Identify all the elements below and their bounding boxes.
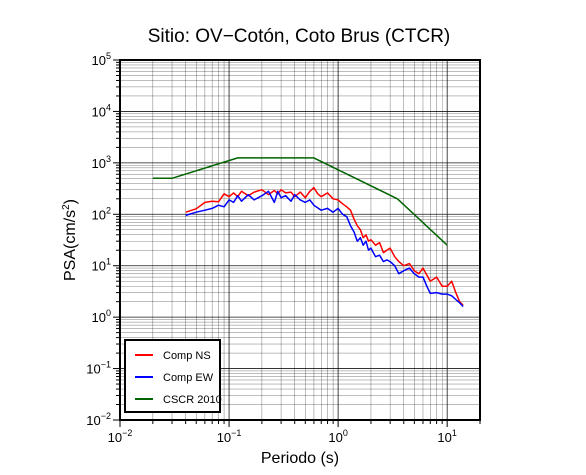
y-axis-label-close: ) (62, 199, 79, 204)
y-tick-label: 104 (92, 102, 111, 119)
y-tick-label: 10−2 (86, 411, 111, 428)
x-tick-label: 101 (437, 428, 456, 445)
grid (119, 59, 481, 421)
y-tick-label: 10−1 (86, 360, 111, 377)
x-tick-label: 100 (328, 428, 347, 445)
series-lines (152, 157, 464, 308)
x-tick-label: 10−1 (217, 428, 242, 445)
series-line-cscr-2010 (152, 157, 448, 246)
y-axis-label-group: PSA(cm/s2) (61, 199, 79, 281)
series-line-comp-ew (185, 190, 464, 308)
chart-title: Sitio: OV−Cotón, Coto Brus (CTCR) (148, 26, 451, 47)
tick-labels: 10−2 10−1 100 101 10−2 10−1 100 101 102 103 104 105 (86, 51, 457, 445)
legend-label: Comp EW (163, 372, 214, 384)
y-tick-label: 105 (92, 51, 111, 68)
y-tick-label: 102 (92, 205, 111, 222)
y-axis-label-main: PSA(cm/s (62, 210, 79, 281)
plot-frame (119, 59, 481, 421)
legend: Comp NS Comp EW CSCR 2010 (124, 339, 222, 413)
y-tick-label: 103 (92, 154, 111, 171)
y-axis-label: PSA(cm/s2) (61, 199, 79, 281)
x-axis-label: Periodo (s) (261, 450, 339, 467)
legend-label: CSCR 2010 (163, 394, 222, 406)
axis-ticks (113, 59, 481, 427)
y-axis-label-exponent: 2 (61, 204, 72, 210)
y-tick-label: 101 (92, 257, 111, 274)
y-tick-label: 100 (92, 308, 111, 325)
series-line-comp-ns (185, 186, 464, 306)
legend-label: Comp NS (163, 350, 211, 362)
x-tick-label: 10−2 (108, 428, 133, 445)
